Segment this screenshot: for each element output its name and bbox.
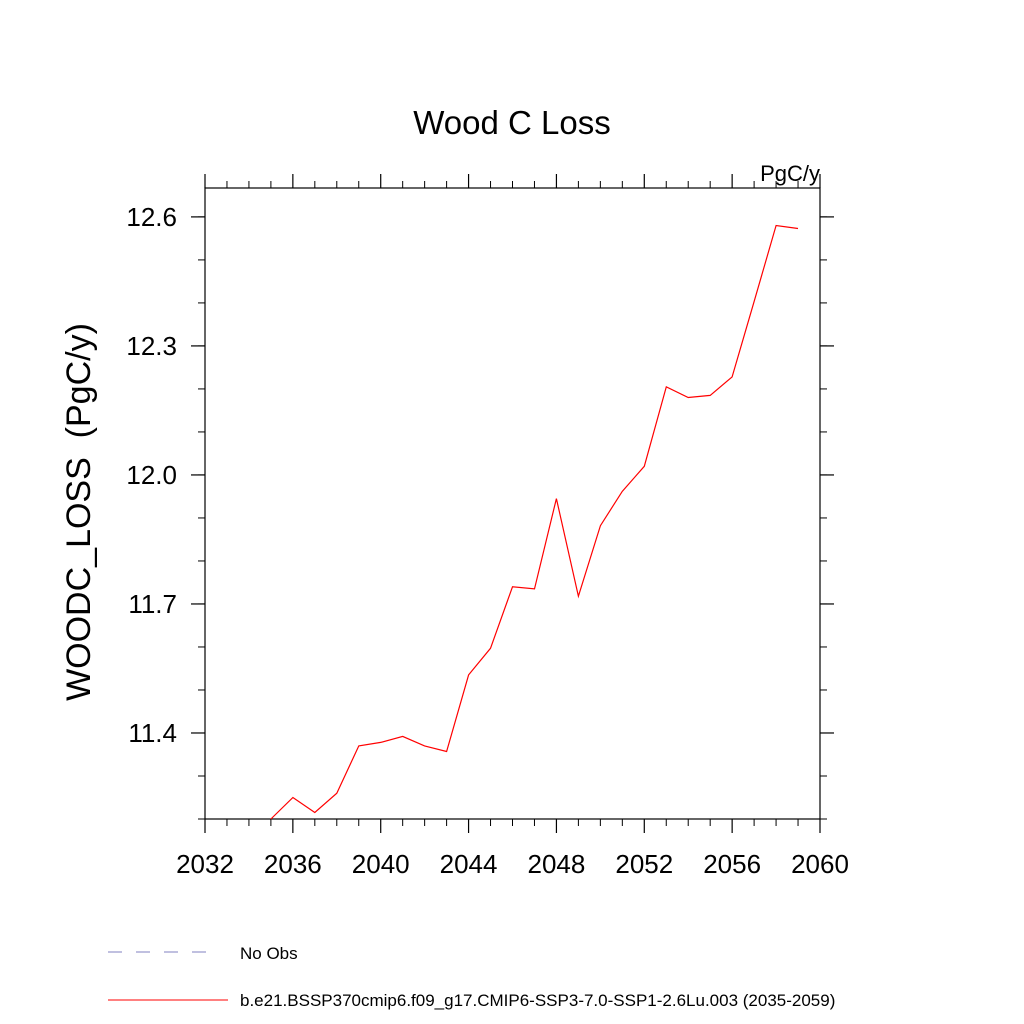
y-tick-label: 12.6 xyxy=(126,202,177,232)
x-tick-label: 2040 xyxy=(352,849,410,879)
y-tick-label: 12.3 xyxy=(126,331,177,361)
units-label: PgC/y xyxy=(760,161,820,186)
x-tick-label: 2048 xyxy=(528,849,586,879)
y-axis-label: WOODC_LOSS (PgC/y) xyxy=(60,323,98,701)
x-axis: 2032 2036 2040 2044 2048 2052 2056 2060 xyxy=(176,174,849,879)
x-tick-label: 2056 xyxy=(703,849,761,879)
y-tick-label: 12.0 xyxy=(126,460,177,490)
x-tick-label: 2036 xyxy=(264,849,322,879)
x-tick-label: 2032 xyxy=(176,849,234,879)
x-tick-label: 2060 xyxy=(791,849,849,879)
y-tick-label: 11.4 xyxy=(128,718,177,748)
plot-frame xyxy=(204,187,821,820)
y-tick-label: 11.7 xyxy=(128,589,177,619)
legend-label-no-obs: No Obs xyxy=(240,944,298,963)
chart-title: Wood C Loss xyxy=(413,104,610,141)
x-tick-label: 2052 xyxy=(615,849,673,879)
legend-label-model: b.e21.BSSP370cmip6.f09_g17.CMIP6-SSP3-7.… xyxy=(240,991,835,1010)
x-tick-label: 2044 xyxy=(440,849,498,879)
y-axis: 11.4 11.7 12.0 12.3 12.6 xyxy=(126,202,834,820)
series-line xyxy=(270,224,799,820)
legend: No Obs b.e21.BSSP370cmip6.f09_g17.CMIP6-… xyxy=(108,944,835,1010)
series-lines xyxy=(270,224,799,820)
